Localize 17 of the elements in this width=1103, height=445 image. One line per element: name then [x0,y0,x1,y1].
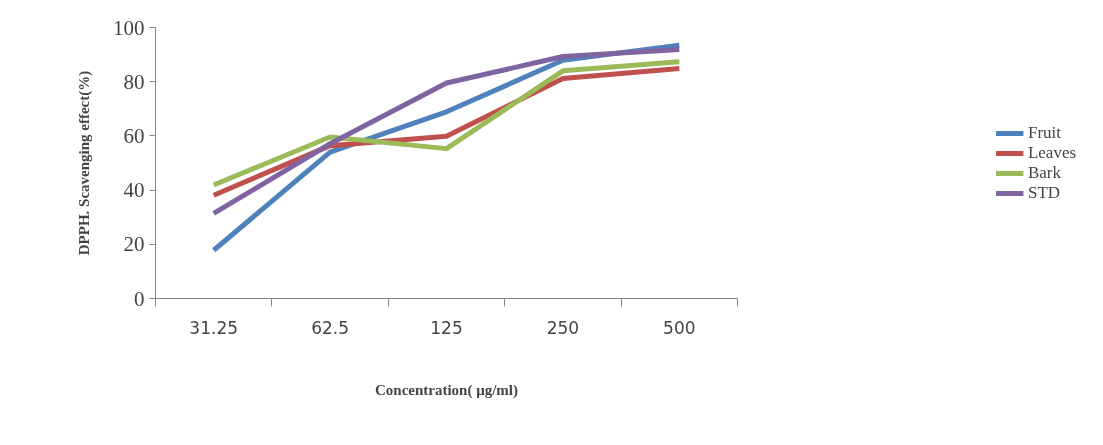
y-tick-label: 0 [134,286,145,311]
y-tick-label: 60 [123,123,145,148]
x-tick-label: 500 [663,317,696,338]
y-tick-label: 20 [123,232,145,257]
y-tick-label: 80 [123,69,145,94]
y-tick-label: 40 [123,178,145,203]
legend-label: Fruit [1027,122,1061,143]
x-tick-label: 125 [430,317,463,338]
x-tick-label: 250 [546,317,580,338]
x-axis-title: Concentration( μg/ml) [374,381,519,399]
legend-label: Bark [1027,162,1061,183]
y-axis-title: DPPH. Scavenging effect(%) [76,70,93,256]
x-tick-label: 31.25 [189,317,239,338]
legend-label: Leaves [1027,142,1077,163]
x-tick-label: 62.5 [311,317,350,338]
y-tick-label: 100 [113,15,145,40]
legend-label: STD [1027,182,1061,203]
